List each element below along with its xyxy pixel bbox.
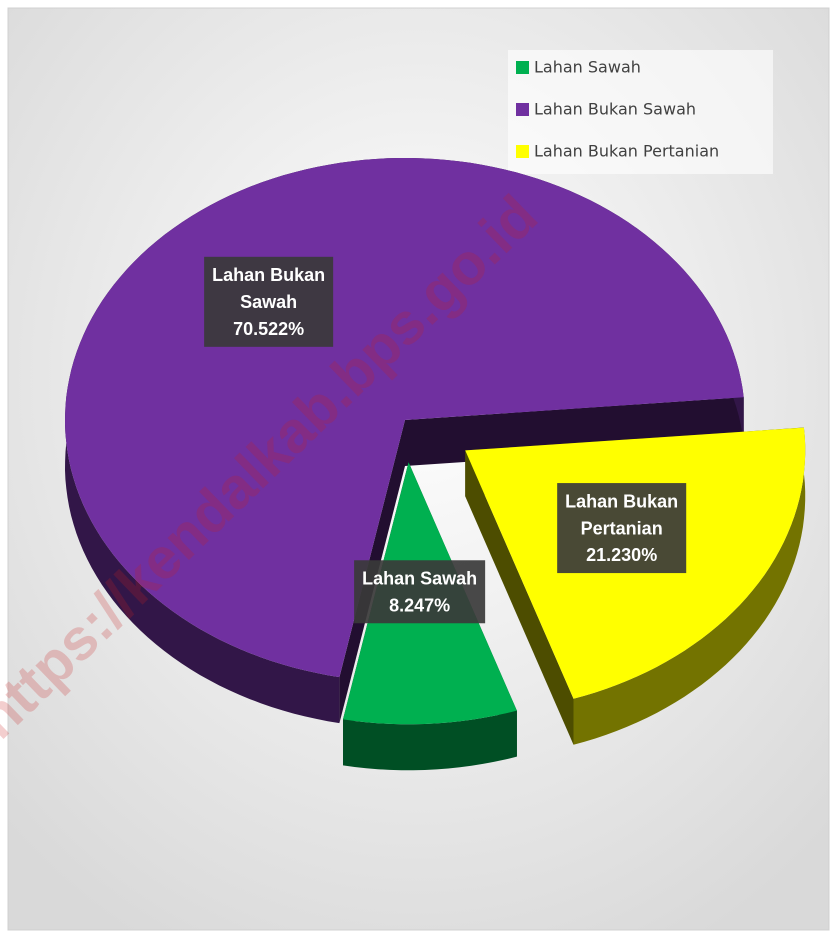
legend-swatch	[516, 145, 529, 158]
data-label-line: Pertanian	[581, 518, 663, 538]
data-label-box	[557, 483, 687, 574]
data-label-value: 8.247%	[389, 595, 450, 615]
data-label-line: Sawah	[240, 292, 297, 312]
slice-side	[343, 710, 517, 771]
data-label-category: Lahan Sawah	[362, 568, 477, 588]
legend-label: Lahan Bukan Pertanian	[534, 142, 719, 161]
data-label-box	[354, 560, 486, 624]
slice-wall	[465, 450, 574, 745]
legend-box	[508, 50, 773, 174]
data-label-box	[204, 256, 334, 347]
legend-label: Lahan Bukan Sawah	[534, 100, 696, 119]
data-label: Lahan Bukan Sawah 70.522%	[204, 256, 334, 347]
data-label-category: Lahan Bukan Pertanian	[565, 491, 678, 538]
data-label-line: Lahan Sawah	[362, 568, 477, 588]
legend-label: Lahan Sawah	[534, 58, 641, 77]
data-label-line: Lahan Bukan	[565, 491, 678, 511]
slice-side	[573, 427, 806, 745]
data-label: Lahan Sawah 8.247%	[354, 560, 486, 624]
data-label: Lahan Bukan Pertanian 21.230%	[557, 483, 687, 574]
data-label-value: 70.522%	[233, 319, 304, 339]
data-label-line: Lahan Bukan	[212, 265, 325, 285]
data-label-value: 21.230%	[586, 545, 657, 565]
legend-swatch	[516, 61, 529, 74]
data-label-category: Lahan Bukan Sawah	[212, 265, 325, 312]
legend-swatch	[516, 103, 529, 116]
